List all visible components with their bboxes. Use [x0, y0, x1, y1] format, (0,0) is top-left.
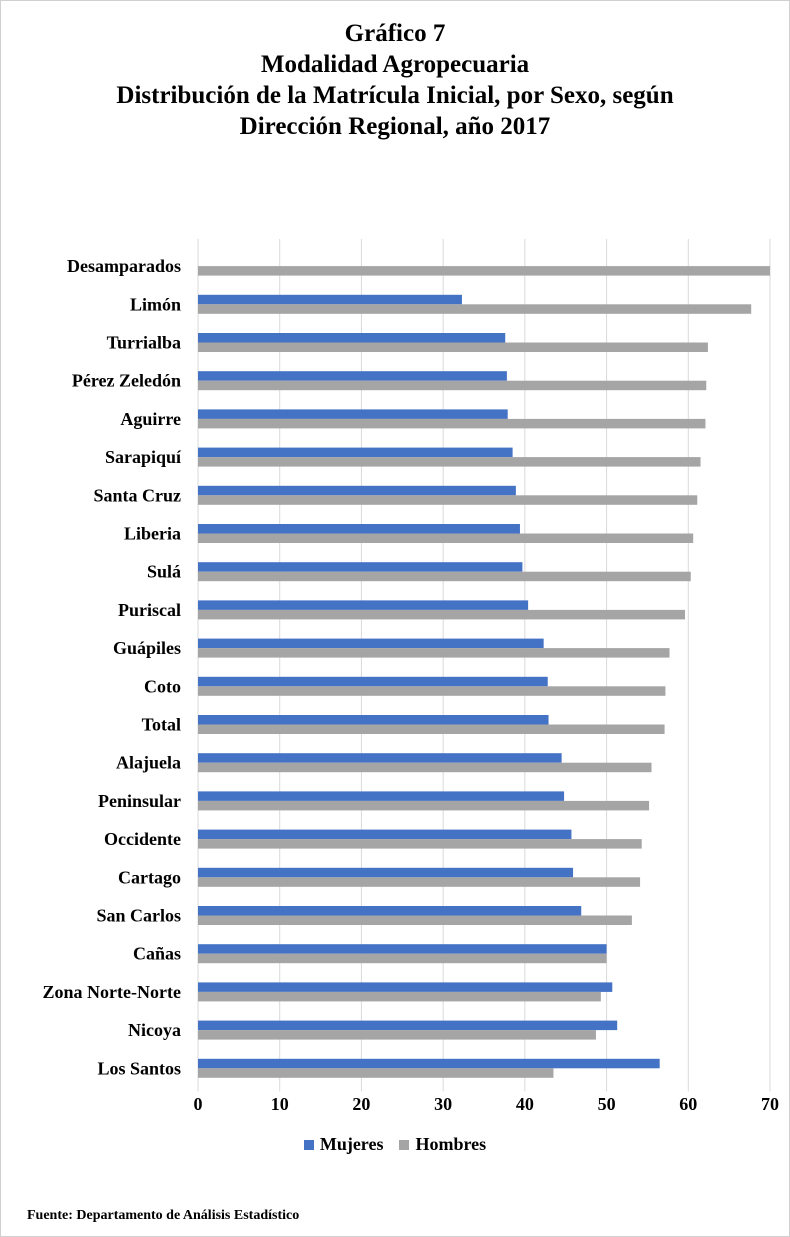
bar-hombres-occidente — [198, 839, 642, 849]
category-label-turrialba: Turrialba — [107, 333, 181, 353]
category-label-puriscal: Puriscal — [118, 600, 181, 620]
x-tick-label-30: 30 — [434, 1094, 452, 1114]
x-tick-label-40: 40 — [516, 1094, 534, 1114]
bar-mujeres-total — [198, 715, 549, 725]
legend-label-hombres: Hombres — [415, 1134, 487, 1154]
bar-mujeres-lim-n — [198, 294, 462, 305]
legend-item-hombres: Hombres — [399, 1134, 486, 1155]
bar-hombres-peninsular — [198, 800, 650, 811]
category-label-p-rez-zeled-n: Pérez Zeledón — [72, 371, 181, 391]
category-label-lim-n: Limón — [130, 294, 181, 314]
title-line-4: Dirección Regional, año 2017 — [239, 113, 551, 140]
category-label-peninsular: Peninsular — [98, 791, 181, 811]
source-note: Fuente: Departamento de Análisis Estadís… — [27, 1208, 300, 1223]
category-label-alajuela: Alajuela — [116, 753, 181, 773]
bar-mujeres-p-rez-zeled-n — [198, 371, 507, 381]
legend-label-mujeres: Mujeres — [319, 1134, 384, 1154]
legend: Mujeres Hombres — [0, 1134, 790, 1155]
bar-mujeres-san-carlos — [198, 906, 582, 916]
category-label-santa-cruz: Santa Cruz — [93, 485, 181, 505]
bar-hombres-cartago — [198, 877, 641, 887]
category-label-cartago: Cartago — [118, 867, 181, 887]
bar-hombres-sarapiqu- — [198, 457, 701, 467]
bar-hombres-puriscal — [198, 609, 686, 620]
bar-mujeres-ca-as — [198, 944, 607, 954]
category-label-desamparados: Desamparados — [67, 256, 181, 276]
legend-swatch-mujeres — [303, 1139, 314, 1150]
bar-mujeres-gu-piles — [198, 638, 544, 649]
legend-swatch-hombres — [399, 1139, 410, 1150]
bar-mujeres-turrialba — [198, 333, 506, 343]
x-tick-label-20: 20 — [352, 1094, 370, 1114]
bar-mujeres-coto — [198, 676, 548, 687]
bar-hombres-alajuela — [198, 762, 652, 773]
bar-mujeres-los-santos — [198, 1058, 660, 1069]
bar-mujeres-sul- — [198, 562, 523, 572]
title-line-3: Distribución de la Matrícula Inicial, po… — [116, 82, 674, 109]
bar-hombres-san-carlos — [198, 915, 632, 925]
category-label-gu-piles: Guápiles — [113, 638, 181, 658]
category-label-san-carlos: San Carlos — [96, 906, 181, 926]
category-label-ca-as: Cañas — [133, 944, 181, 964]
category-label-aguirre: Aguirre — [120, 409, 181, 429]
bar-hombres-turrialba — [198, 342, 708, 352]
category-label-occidente: Occidente — [104, 829, 181, 849]
bar-hombres-ca-as — [198, 953, 607, 964]
bar-hombres-zona-norte-norte — [198, 991, 601, 1002]
x-tick-label-70: 70 — [761, 1094, 779, 1114]
bar-mujeres-liberia — [198, 524, 520, 534]
x-tick-label-60: 60 — [679, 1094, 697, 1114]
category-label-total: Total — [142, 715, 181, 735]
x-tick-label-50: 50 — [598, 1094, 616, 1114]
bar-hombres-nicoya — [198, 1030, 596, 1040]
bar-hombres-liberia — [198, 533, 694, 543]
bar-hombres-santa-cruz — [198, 495, 698, 505]
category-label-los-santos: Los Santos — [97, 1058, 181, 1078]
bar-mujeres-nicoya — [198, 1020, 618, 1031]
category-label-nicoya: Nicoya — [128, 1020, 181, 1040]
bar-hombres-lim-n — [198, 304, 752, 314]
bar-hombres-los-santos — [198, 1068, 554, 1078]
bar-hombres-coto — [198, 686, 666, 696]
bar-hombres-gu-piles — [198, 648, 670, 658]
category-label-sarapiqu-: Sarapiquí — [105, 447, 182, 467]
bar-hombres-desamparados — [198, 266, 770, 276]
bar-hombres-total — [198, 724, 665, 734]
category-label-zona-norte-norte: Zona Norte-Norte — [43, 982, 181, 1002]
title-line-2: Modalidad Agropecuaria — [260, 51, 530, 78]
title-line-1: Gráfico 7 — [344, 20, 446, 47]
bar-mujeres-sarapiqu- — [198, 447, 513, 458]
bar-mujeres-zona-norte-norte — [198, 982, 613, 992]
bar-hombres-aguirre — [198, 418, 706, 429]
legend-item-mujeres: Mujeres — [303, 1134, 384, 1155]
bar-mujeres-puriscal — [198, 600, 529, 610]
bar-mujeres-aguirre — [198, 409, 508, 419]
bar-mujeres-cartago — [198, 867, 574, 878]
x-tick-label-10: 10 — [271, 1094, 289, 1114]
bar-hombres-p-rez-zeled-n — [198, 380, 707, 391]
bar-mujeres-peninsular — [198, 791, 565, 801]
x-tick-label-0: 0 — [194, 1094, 203, 1114]
bar-mujeres-occidente — [198, 829, 572, 840]
chart-title: Gráfico 7 Modalidad Agropecuaria Distrib… — [0, 18, 790, 142]
category-label-sul-: Sulá — [147, 562, 181, 582]
category-label-coto: Coto — [144, 676, 181, 696]
bar-hombres-sul- — [198, 571, 691, 582]
category-label-liberia: Liberia — [124, 524, 181, 544]
bar-mujeres-santa-cruz — [198, 485, 516, 496]
bar-mujeres-alajuela — [198, 753, 562, 763]
